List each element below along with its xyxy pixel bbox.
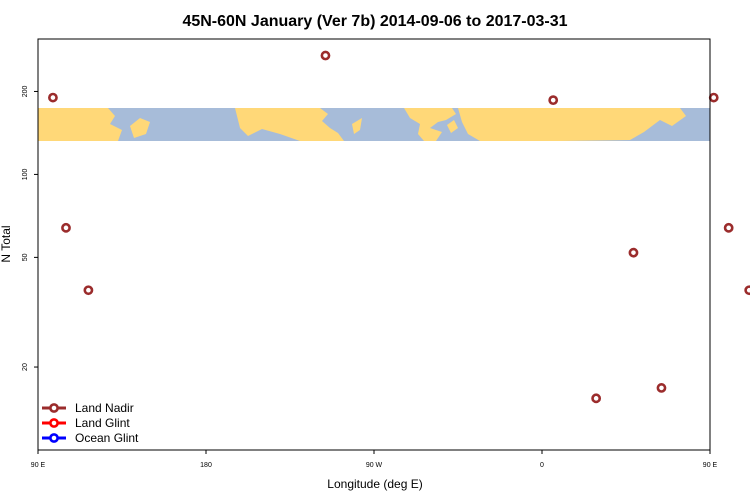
legend-marker (49, 433, 59, 443)
x-axis-label: Longitude (deg E) (327, 477, 422, 491)
data-point (591, 393, 602, 404)
chart-title: 45N-60N January (Ver 7b) 2014-09-06 to 2… (182, 13, 567, 30)
y-tick-label: 20 (22, 363, 29, 371)
legend-marker (49, 403, 59, 413)
map-land (38, 108, 686, 141)
x-axis: 90 E 180 90 W 0 90 E (31, 450, 718, 469)
data-point (628, 247, 639, 258)
x-tick-label: 90 E (703, 462, 718, 469)
data-point (48, 92, 58, 103)
data-point (708, 92, 719, 103)
x-tick-label: 90 W (366, 462, 383, 469)
legend-label: Land Glint (75, 416, 130, 430)
legend-marker (49, 418, 59, 428)
legend-label: Land Nadir (75, 401, 134, 415)
data-point (656, 383, 667, 393)
y-axis-label: N Total (0, 225, 13, 262)
x-tick-label: 180 (200, 462, 212, 469)
y-tick-label: 50 (22, 253, 29, 261)
plot-frame (37, 38, 711, 451)
world-map-strip (38, 108, 710, 141)
data-point (723, 222, 734, 233)
data-point (83, 285, 94, 296)
points-layer (48, 50, 750, 404)
y-tick-label: 100 (22, 168, 29, 180)
x-tick-label: 0 (540, 462, 544, 469)
legend-label: Ocean Glint (75, 431, 139, 445)
data-point (61, 222, 71, 233)
x-tick-label: 90 E (31, 462, 46, 469)
data-point (548, 95, 559, 106)
data-point (320, 50, 331, 61)
y-tick-label: 200 (22, 86, 29, 98)
data-point (744, 285, 750, 296)
y-axis: 20 50 100 200 (22, 86, 38, 371)
